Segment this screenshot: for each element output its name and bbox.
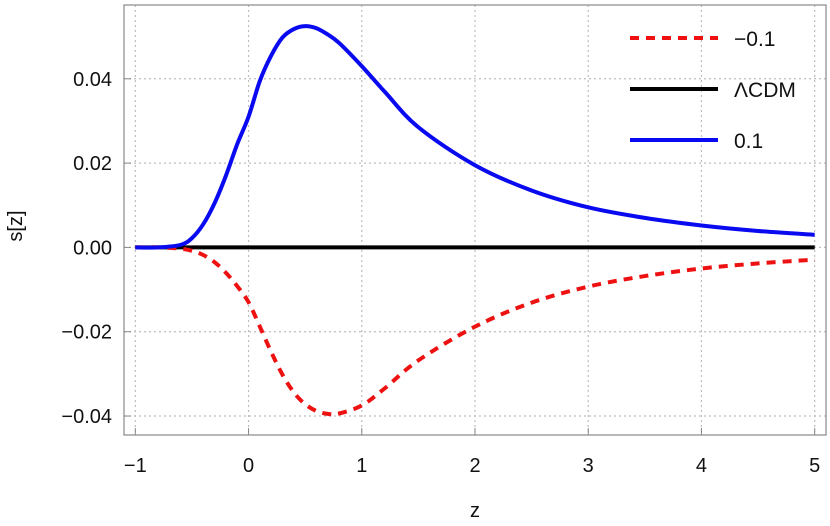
x-tick-label: 0: [243, 455, 254, 477]
x-tick-label: 3: [583, 455, 594, 477]
y-tick-label: 0.02: [73, 153, 112, 175]
x-tick-label: 2: [469, 455, 480, 477]
legend-label-1: ΛCDM: [734, 79, 796, 102]
x-tick-label: 4: [696, 455, 707, 477]
x-tick-label: 1: [356, 455, 367, 477]
x-tick-label: −1: [124, 455, 147, 477]
legend-label-0: −0.1: [734, 28, 775, 51]
y-tick-label: −0.04: [61, 406, 112, 428]
series-line-2: [135, 24, 815, 250]
series-lines: [135, 24, 815, 417]
grid-lines: [124, 5, 826, 435]
y-tick-label: 0.04: [73, 69, 112, 91]
x-axis-title: z: [470, 500, 480, 522]
y-axis-title: s[z]: [5, 210, 27, 241]
y-tick-label: 0.00: [73, 237, 112, 259]
y-tick-label: −0.02: [61, 322, 112, 344]
x-tick-label: 5: [809, 455, 820, 477]
x-axis-ticks: −1 0 1 2 3 4 5: [124, 428, 820, 477]
y-axis-ticks: −0.04 −0.02 0.00 0.02 0.04: [61, 69, 131, 428]
legend: −0.1 ΛCDM 0.1: [630, 28, 796, 153]
legend-label-2: 0.1: [734, 130, 763, 153]
